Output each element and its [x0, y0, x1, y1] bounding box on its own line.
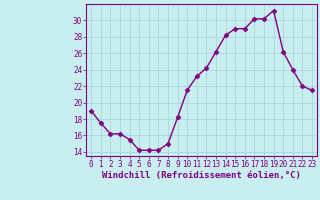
X-axis label: Windchill (Refroidissement éolien,°C): Windchill (Refroidissement éolien,°C)	[102, 171, 301, 180]
